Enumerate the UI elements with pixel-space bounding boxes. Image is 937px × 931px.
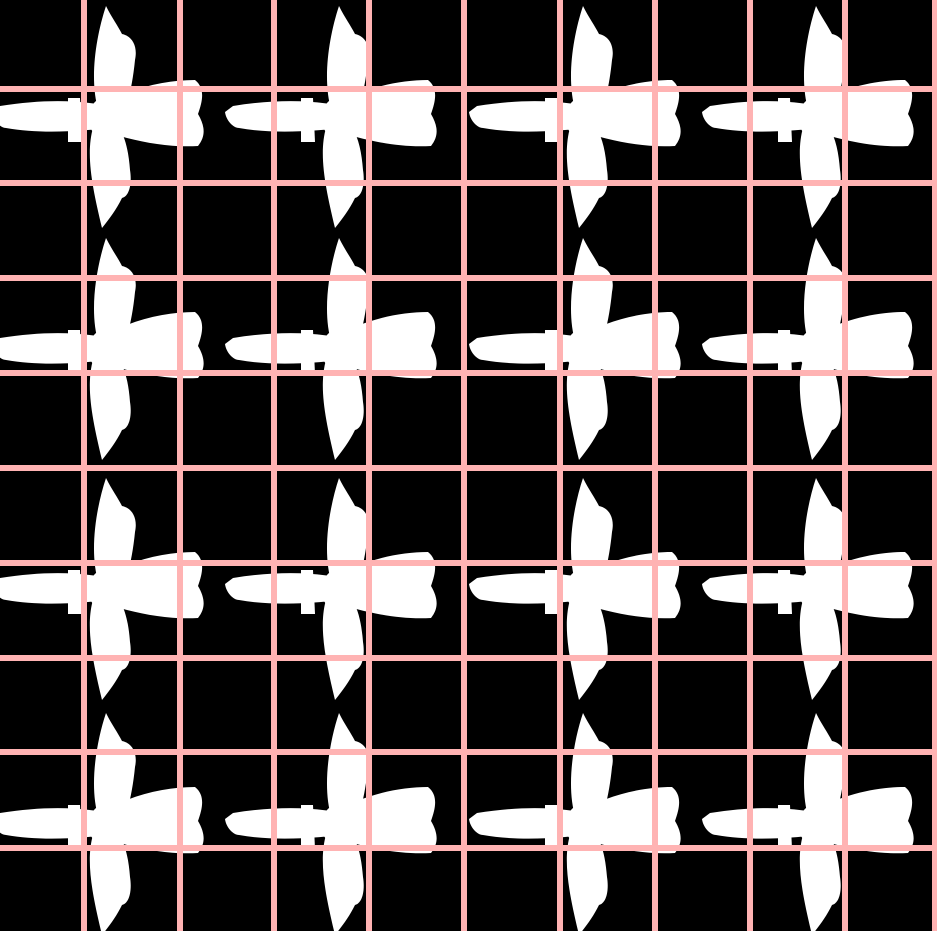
pattern-svg <box>0 0 937 931</box>
image-canvas <box>0 0 937 931</box>
grid-overlay <box>0 0 937 931</box>
